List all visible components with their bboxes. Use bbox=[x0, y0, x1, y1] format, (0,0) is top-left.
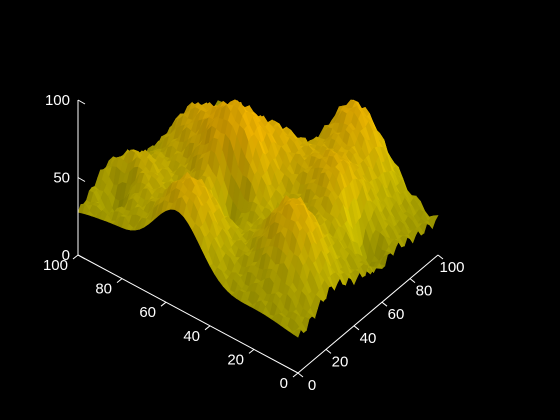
y-tick-label: 100 bbox=[43, 257, 68, 274]
y-tick-mark bbox=[72, 254, 79, 260]
y-tick-mark bbox=[204, 325, 211, 331]
x-tick-mark bbox=[353, 325, 360, 331]
x-tick-mark bbox=[409, 278, 416, 283]
y-tick-label: 40 bbox=[183, 328, 200, 345]
surface-patch bbox=[293, 329, 302, 338]
z-tick-mark bbox=[77, 177, 86, 182]
y-axis-line bbox=[77, 254, 299, 374]
x-tick-mark bbox=[437, 254, 444, 260]
z-tick-label: 100 bbox=[45, 92, 70, 109]
z-tick-mark bbox=[77, 99, 86, 105]
y-tick-label: 20 bbox=[227, 351, 244, 368]
x-tick-label: 0 bbox=[308, 377, 316, 394]
x-tick-label: 80 bbox=[416, 283, 433, 300]
z-tick-mark bbox=[77, 254, 86, 260]
x-tick-label: 40 bbox=[360, 330, 377, 347]
x-axis-line bbox=[297, 254, 439, 374]
y-tick-mark bbox=[160, 301, 167, 307]
x-tick-mark bbox=[381, 301, 388, 307]
x-tick-mark bbox=[325, 349, 332, 354]
surface-mesh bbox=[77, 99, 439, 338]
y-tick-label: 80 bbox=[95, 281, 112, 298]
z-tick-label: 50 bbox=[53, 170, 70, 187]
y-tick-mark bbox=[248, 349, 255, 354]
x-tick-label: 100 bbox=[439, 259, 464, 276]
y-tick-label: 0 bbox=[280, 375, 288, 392]
y-tick-mark bbox=[116, 278, 123, 283]
y-tick-mark bbox=[292, 372, 299, 378]
x-tick-label: 60 bbox=[388, 306, 405, 323]
x-tick-label: 20 bbox=[332, 353, 349, 370]
x-tick-mark bbox=[297, 372, 304, 378]
z-tick-label: 0 bbox=[62, 247, 70, 264]
y-tick-label: 60 bbox=[139, 304, 156, 321]
